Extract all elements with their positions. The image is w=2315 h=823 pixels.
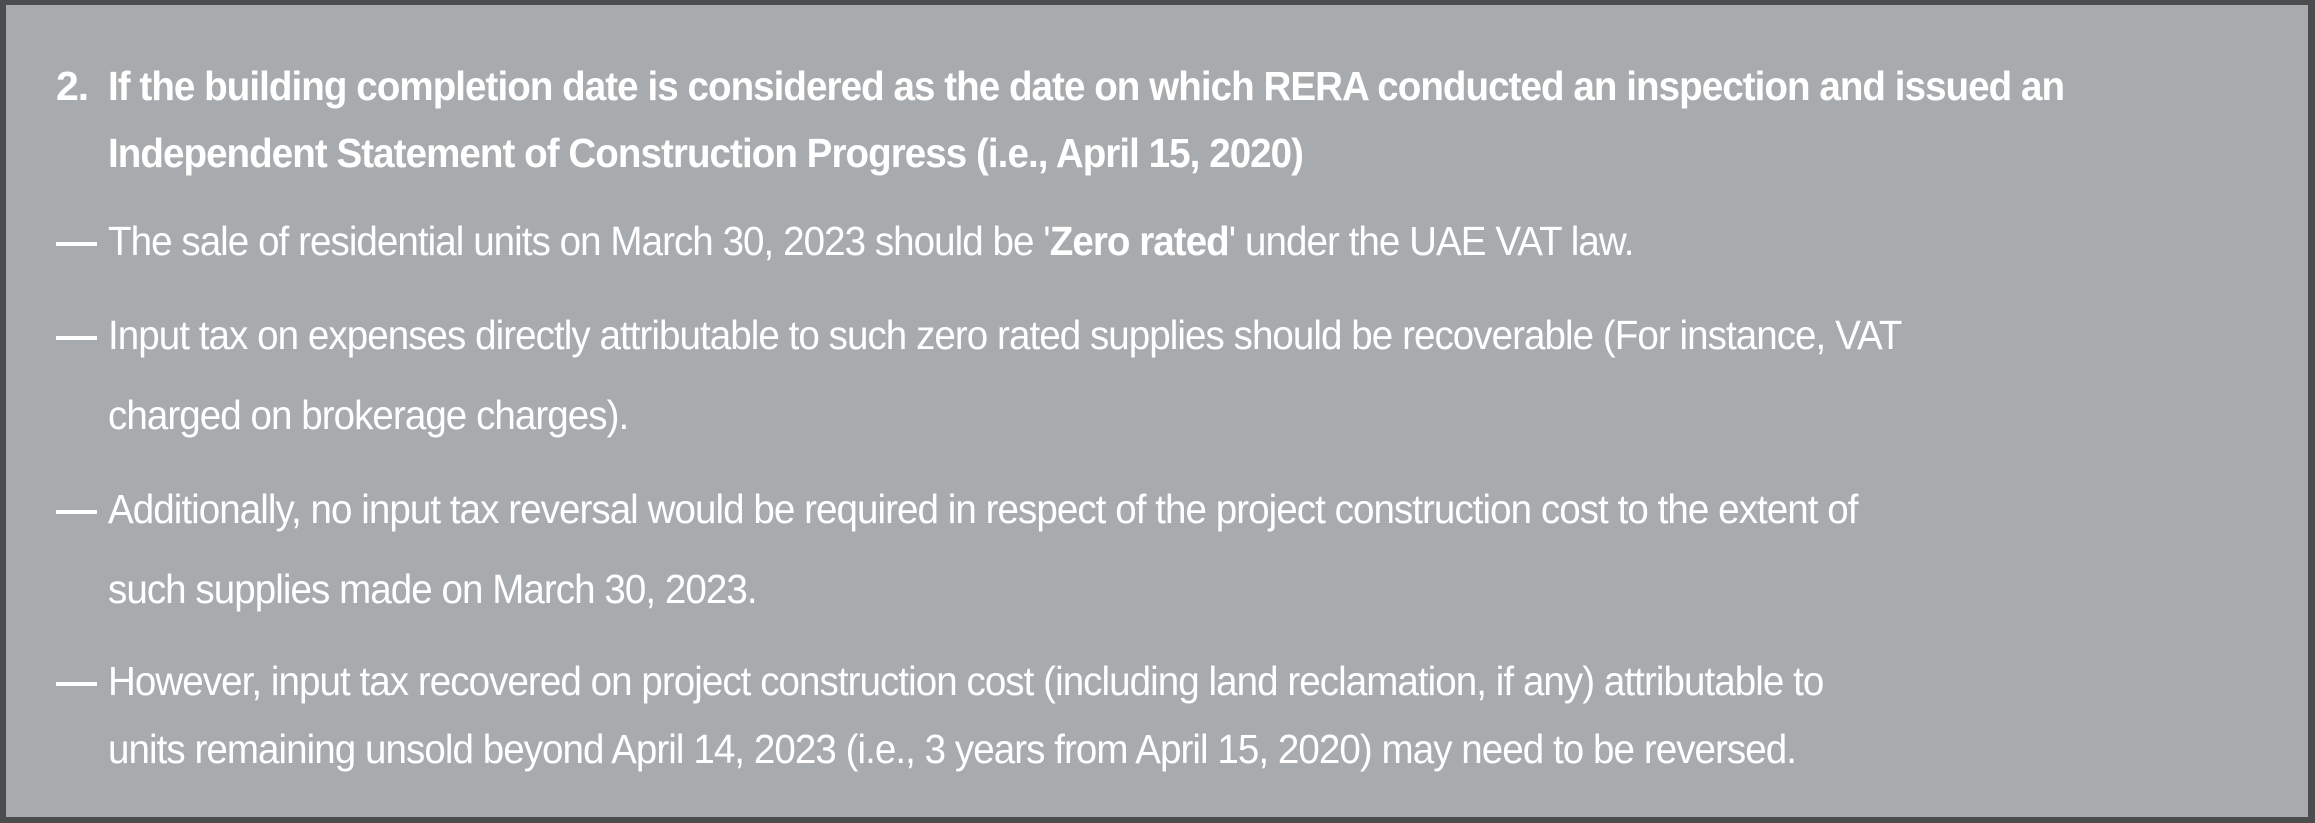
heading-number: 2. [56, 63, 89, 109]
bullet-line: The sale of residential units on March 3… [108, 201, 2176, 281]
dash-bullet-icon: — [56, 486, 97, 532]
bullet-item: — Input tax on expenses directly attribu… [56, 295, 2308, 455]
dash-bullet-icon: — [56, 658, 97, 704]
numbered-heading: 2. If the building completion date is co… [56, 53, 2308, 187]
heading-line: If the building completion date is consi… [108, 63, 2065, 109]
dash-bullet-icon: — [56, 312, 97, 358]
bullet-item: — The sale of residential units on March… [56, 201, 2308, 281]
bullet-text-bold: Zero rated [1049, 218, 1230, 264]
dash-bullet-icon: — [56, 218, 97, 264]
bullet-line: units remaining unsold beyond April 14, … [108, 726, 1797, 772]
bullet-text: The sale of residential units on March 3… [108, 218, 1051, 264]
bullet-line: Input tax on expenses directly attributa… [108, 312, 1902, 358]
bullet-item: — However, input tax recovered on projec… [56, 647, 2308, 783]
bullet-item: — Additionally, no input tax reversal wo… [56, 469, 2308, 629]
bullet-line: Additionally, no input tax reversal woul… [108, 486, 1858, 532]
bullet-line: such supplies made on March 30, 2023. [108, 566, 758, 612]
bullet-text: ' under the UAE VAT law. [1228, 218, 1635, 264]
heading-line: Independent Statement of Construction Pr… [108, 130, 1304, 176]
bullet-line: charged on brokerage charges). [108, 392, 629, 438]
slide-content: 2. If the building completion date is co… [6, 5, 2308, 783]
bullet-line: However, input tax recovered on project … [108, 658, 1824, 704]
